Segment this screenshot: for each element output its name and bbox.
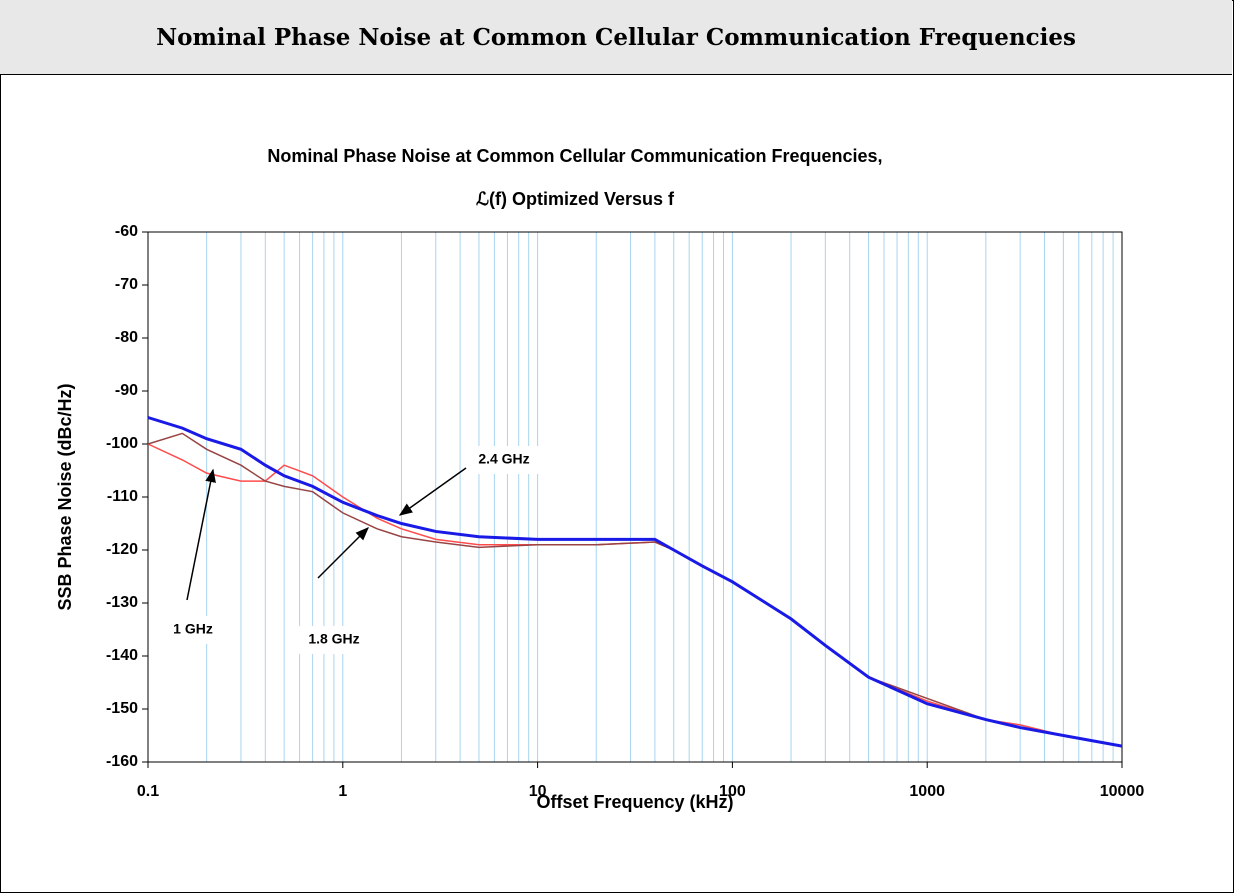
x-axis-label: Offset Frequency (kHz) <box>536 792 733 812</box>
annotation-arrow <box>186 468 216 601</box>
annotation-box <box>292 626 376 654</box>
y-tick-label: -100 <box>106 435 138 452</box>
y-tick-label: -110 <box>107 488 138 505</box>
y-axis-label: SSB Phase Noise (dBc/Hz) <box>55 383 75 610</box>
annotation-arrow <box>317 527 369 579</box>
annotation-label: 2.4 GHz <box>478 451 529 467</box>
annotation-arrow <box>398 467 467 516</box>
y-tick-label: -120 <box>106 541 138 558</box>
x-tick-label: 0.1 <box>137 783 159 800</box>
y-tick-label: -80 <box>115 329 138 346</box>
y-tick-label: -60 <box>115 223 138 240</box>
y-tick-label: -140 <box>106 647 138 664</box>
y-tick-label: -90 <box>115 382 138 399</box>
x-tick-label: 1 <box>338 783 347 800</box>
chart-title: Nominal Phase Noise at Common Cellular C… <box>267 146 882 166</box>
series-line <box>147 432 1123 747</box>
annotation-label: 1 GHz <box>173 621 213 637</box>
y-tick-label: -70 <box>115 276 138 293</box>
x-tick-label: 1000 <box>909 783 945 800</box>
header: Nominal Phase Noise at Common Cellular C… <box>0 0 1232 75</box>
y-tick-label: -160 <box>106 753 138 770</box>
x-tick-label: 100 <box>719 783 746 800</box>
header-title: Nominal Phase Noise at Common Cellular C… <box>156 23 1076 51</box>
chart-subtitle: ℒ(f) Optimized Versus f <box>476 189 675 209</box>
series-line <box>147 443 1123 747</box>
y-tick-label: -150 <box>106 700 138 717</box>
annotation-label: 1.8 GHz <box>308 631 359 647</box>
x-tick-label: 10000 <box>1100 783 1145 800</box>
y-tick-label: -130 <box>106 594 138 611</box>
x-tick-label: 10 <box>529 783 547 800</box>
annotation-box <box>462 446 546 474</box>
series-line <box>147 416 1123 748</box>
plot-border <box>147 231 1123 763</box>
annotation-box <box>151 616 235 644</box>
